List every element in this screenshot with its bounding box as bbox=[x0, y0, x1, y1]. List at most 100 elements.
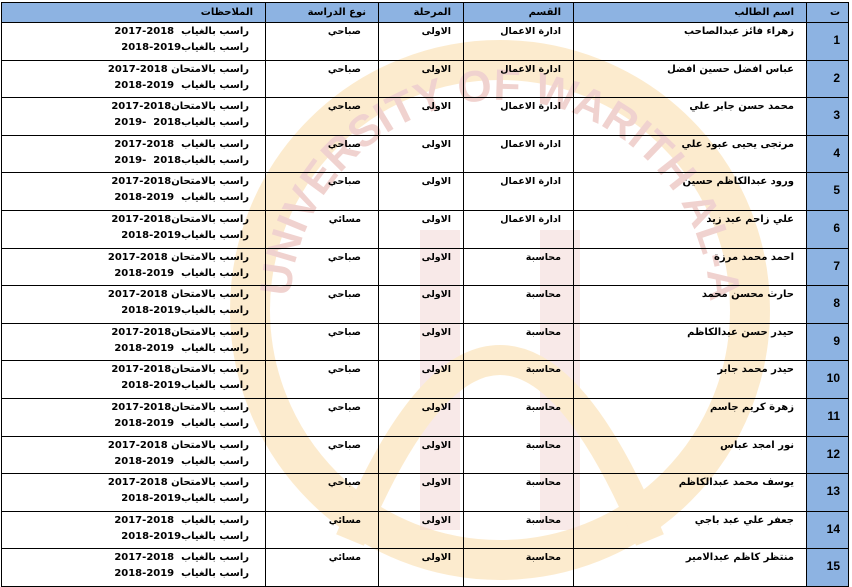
header-name: اسم الطالب bbox=[573, 2, 807, 23]
student-name: يوسف محمد عبدالكاظم bbox=[573, 473, 807, 512]
row-number: 3 bbox=[806, 97, 849, 136]
stage: الاولى bbox=[378, 247, 464, 287]
row-number: 6 bbox=[806, 209, 849, 249]
stage: الاولى bbox=[378, 22, 464, 61]
stage: الاولى bbox=[378, 172, 464, 211]
header-number: ت bbox=[806, 2, 849, 23]
notes: راسب بالغياب 2018-2017 راسب بالغياب2018 -… bbox=[1, 134, 266, 174]
note-line: راسب بالامتحان 2018-2017 bbox=[107, 439, 249, 451]
table-row: 11 زهرة كريم جاسم محاسبة الاولى صباحي راسب با… bbox=[1, 397, 849, 437]
department: محاسبة bbox=[463, 322, 574, 362]
student-name: حارث محسن محمد bbox=[573, 285, 807, 324]
table-row: 10 حيدر محمد جابر محاسبة الاولى صباحي راسب با… bbox=[1, 360, 849, 399]
stage: الاولى bbox=[378, 360, 464, 399]
note-line: راسب بالغياب2019-2018 bbox=[121, 380, 249, 392]
table-row: 2 عباس افضل حسين افضل ادارة الاعمال الاولى ص… bbox=[1, 59, 849, 99]
header-study-type: نوع الدراسة bbox=[265, 2, 379, 23]
department: ادارة الاعمال bbox=[463, 172, 574, 211]
note-line: راسب بالغياب 2019-2018 bbox=[114, 568, 249, 580]
row-number: 8 bbox=[806, 285, 849, 324]
student-name: مرتجى يحيى عبود علي bbox=[573, 134, 807, 174]
note-line: راسب بالغياب2019-2018 bbox=[121, 493, 249, 505]
note-line: راسب بالغياب 2018-2017 bbox=[114, 138, 249, 150]
table-row: 7 احمد محمد مرزة محاسبة الاولى صباحي راسب بال… bbox=[1, 247, 849, 287]
notes: راسب بالغياب 2018-2017 راسب بالغياب2019-2… bbox=[1, 510, 266, 550]
row-number: 11 bbox=[806, 397, 849, 437]
row-number: 9 bbox=[806, 322, 849, 362]
note-line: راسب بالغياب2018 -2019 bbox=[114, 117, 249, 129]
table-row: 3 محمد حسن جابر علي ادارة الاعمال الاولى صبا… bbox=[1, 97, 849, 136]
student-name: زهراء فائز عبدالصاحب bbox=[573, 22, 807, 61]
note-line: راسب بالغياب2019-2018 bbox=[121, 229, 249, 241]
student-name: محمد حسن جابر علي bbox=[573, 97, 807, 136]
note-line: راسب بالامتحان 2018-2017 bbox=[107, 63, 249, 75]
notes: راسب بالامتحان2018-2017 راسب بالغياب2018 … bbox=[1, 97, 266, 136]
notes: راسب بالامتحان 2018-2017 راسب بالغياب 201… bbox=[1, 247, 266, 287]
student-name: منتظر كاظم عبدالامير bbox=[573, 548, 807, 587]
student-name: نور امجد عباس bbox=[573, 435, 807, 475]
note-line: راسب بالغياب 2019-2018 bbox=[114, 417, 249, 429]
department: محاسبة bbox=[463, 247, 574, 287]
study-type: صباحي bbox=[265, 435, 379, 475]
table-row: 14 جعفر علي عبد باجي محاسبة الاولى مسائي راسب… bbox=[1, 510, 849, 550]
note-line: راسب بالغياب 2018-2017 bbox=[114, 514, 249, 526]
study-type: صباحي bbox=[265, 172, 379, 211]
note-line: راسب بالغياب2019-2018 bbox=[121, 42, 249, 53]
notes: راسب بالامتحان 2018-2017 راسب بالغياب2019… bbox=[1, 285, 266, 324]
stage: الاولى bbox=[378, 209, 464, 249]
table-row: 6 علي زاحم عبد زيد ادارة الاعمال الاولى مسائ… bbox=[1, 209, 849, 249]
row-number: 12 bbox=[806, 435, 849, 475]
header-row: ت اسم الطالب القسم المرحلة نوع الدراسة ا… bbox=[1, 2, 849, 23]
note-line: راسب بالامتحان 2018-2017 bbox=[107, 289, 249, 301]
row-number: 13 bbox=[806, 473, 849, 512]
notes: راسب بالغياب 2018-2017 راسب بالغياب 2019-… bbox=[1, 548, 266, 587]
stage: الاولى bbox=[378, 322, 464, 362]
table-row: 4 مرتجى يحيى عبود علي ادارة الاعمال الاولى ص… bbox=[1, 134, 849, 174]
row-number: 14 bbox=[806, 510, 849, 550]
note-line: راسب بالامتحان 2018-2017 bbox=[107, 477, 249, 489]
note-line: راسب بالامتحان2018-2017 bbox=[111, 176, 249, 188]
note-line: راسب بالغياب 2019-2018 bbox=[114, 267, 249, 279]
department: محاسبة bbox=[463, 548, 574, 587]
note-line: راسب بالغياب2019-2018 bbox=[121, 530, 249, 542]
table-row: 12 نور امجد عباس محاسبة الاولى صباحي راسب بال… bbox=[1, 435, 849, 475]
header-stage: المرحلة bbox=[378, 2, 464, 23]
note-line: راسب بالغياب 2018-2017 bbox=[114, 26, 249, 37]
header-department: القسم bbox=[463, 2, 574, 23]
department: ادارة الاعمال bbox=[463, 209, 574, 249]
note-line: راسب بالغياب 2019-2018 bbox=[114, 342, 249, 354]
notes: راسب بالامتحان2018-2017 راسب بالغياب 2019… bbox=[1, 322, 266, 362]
note-line: راسب بالغياب2019-2018 bbox=[121, 305, 249, 317]
note-line: راسب بالامتحان2018-2017 bbox=[111, 213, 249, 225]
study-type: صباحي bbox=[265, 247, 379, 287]
notes: راسب بالامتحان2018-2017 راسب بالغياب 2019… bbox=[1, 172, 266, 211]
department: محاسبة bbox=[463, 473, 574, 512]
student-name: حيدر محمد جابر bbox=[573, 360, 807, 399]
study-type: صباحي bbox=[265, 285, 379, 324]
study-type: صباحي bbox=[265, 397, 379, 437]
study-type: صباحي bbox=[265, 473, 379, 512]
notes: راسب بالامتحان2018-2017 راسب بالغياب2019-… bbox=[1, 209, 266, 249]
note-line: راسب بالغياب 2018-2017 bbox=[114, 552, 249, 564]
table-row: 5 ورود عبدالكاظم حسين ادارة الاعمال الاولى ص… bbox=[1, 172, 849, 211]
stage: الاولى bbox=[378, 548, 464, 587]
note-line: راسب بالغياب 2019-2018 bbox=[114, 192, 249, 204]
department: محاسبة bbox=[463, 397, 574, 437]
note-line: راسب بالامتحان2018-2017 bbox=[111, 101, 249, 113]
note-line: راسب بالامتحان2018-2017 bbox=[111, 326, 249, 338]
table-row: 15 منتظر كاظم عبدالامير محاسبة الاولى مسائي ر… bbox=[1, 548, 849, 587]
row-number: 1 bbox=[806, 22, 849, 61]
student-name: عباس افضل حسين افضل bbox=[573, 59, 807, 99]
stage: الاولى bbox=[378, 59, 464, 99]
table-row: 13 يوسف محمد عبدالكاظم محاسبة الاولى صباحي را… bbox=[1, 473, 849, 512]
study-type: مسائي bbox=[265, 510, 379, 550]
notes: راسب بالغياب 2018-2017 راسب بالغياب2019-2… bbox=[1, 22, 266, 61]
note-line: راسب بالغياب 2019-2018 bbox=[114, 79, 249, 91]
table-row: 1 زهراء فائز عبدالصاحب ادارة الاعمال الاولى… bbox=[1, 22, 849, 61]
study-type: صباحي bbox=[265, 360, 379, 399]
student-name: جعفر علي عبد باجي bbox=[573, 510, 807, 550]
stage: الاولى bbox=[378, 510, 464, 550]
study-type: صباحي bbox=[265, 322, 379, 362]
study-type: مسائي bbox=[265, 548, 379, 587]
table-row: 8 حارث محسن محمد محاسبة الاولى صباحي راسب بال… bbox=[1, 285, 849, 324]
